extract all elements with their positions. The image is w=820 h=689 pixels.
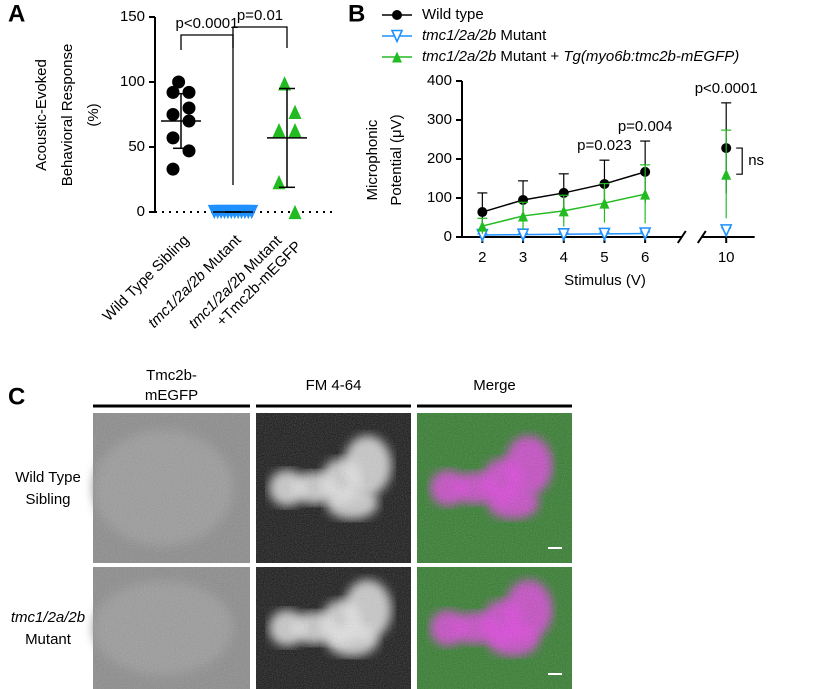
x-tick-label: 10 (718, 249, 735, 266)
axis-break (676, 230, 687, 244)
panel-label: C (8, 383, 25, 410)
marker (518, 210, 529, 222)
image-noise (256, 413, 411, 563)
column-header: FM 4-64 (306, 377, 362, 394)
column-header: mEGFP (145, 387, 198, 404)
image-noise (417, 413, 572, 563)
micrograph (417, 567, 572, 689)
image-noise (93, 413, 250, 563)
x-tick-label: 3 (519, 249, 527, 266)
panel-label: B (348, 0, 365, 27)
marker (166, 108, 180, 121)
y-tick-label: 300 (427, 111, 452, 128)
y-tick-label: 100 (120, 73, 145, 90)
marker (288, 122, 302, 138)
category-label-group: Wild Type Sibling (99, 232, 192, 325)
legend-label: tmc1/2a/2b Mutant (422, 27, 547, 44)
marker (166, 131, 180, 145)
micrograph (417, 413, 572, 563)
marker (392, 10, 402, 20)
marker (640, 188, 651, 200)
y-tick-label: 200 (427, 150, 452, 167)
p-value: p<0.0001 (695, 80, 758, 97)
y-tick-label: 400 (427, 72, 452, 89)
category-label-group: tmc1/2a/2b Mutant+Tmc2b-mEGFP (185, 225, 305, 345)
y-axis-label: Acoustic-Evoked (33, 59, 50, 171)
significance-bracket (180, 34, 234, 185)
y-tick-label: 100 (427, 189, 452, 206)
row-header: Wild Type (15, 469, 81, 486)
panel-label: A (8, 0, 25, 27)
marker (638, 227, 652, 241)
marker (272, 174, 286, 190)
micrograph (256, 567, 411, 689)
x-tick-label: 5 (600, 249, 608, 266)
p-value: p=0.01 (237, 7, 283, 24)
marker (598, 227, 611, 242)
p-value: p=0.023 (577, 137, 632, 154)
image-noise (256, 567, 411, 689)
x-tick-label: tmc1/2a/2b Mutant+Tmc2b-mEGFP (185, 225, 305, 345)
image-noise (417, 567, 572, 689)
marker (182, 101, 196, 115)
p-value: p=0.004 (618, 118, 673, 135)
marker (392, 51, 402, 63)
row-header: Sibling (25, 491, 70, 508)
row-header: tmc1/2a/2b (11, 609, 85, 626)
x-tick-label: 4 (560, 249, 568, 266)
marker (477, 220, 488, 232)
marker (288, 204, 302, 220)
image-noise (93, 567, 250, 689)
marker (288, 104, 302, 120)
legend-label: tmc1/2a/2b Mutant + Tg(myo6b:tmc2b-mEGFP… (422, 48, 739, 65)
marker (390, 29, 404, 44)
legend-label: Wild type (422, 6, 484, 23)
micrograph (93, 567, 250, 689)
y-tick-label: 0 (444, 228, 452, 245)
y-axis-label: Behavioral Response (59, 44, 76, 187)
marker (558, 205, 569, 217)
y-axis-label: (%) (85, 103, 102, 126)
ns-label: ns (748, 152, 764, 169)
row-header: Mutant (25, 631, 72, 648)
axis-break (696, 230, 707, 244)
p-value: p<0.0001 (176, 15, 239, 32)
column-header: Tmc2b- (146, 367, 197, 384)
y-tick-label: 50 (128, 138, 145, 155)
marker (477, 207, 488, 218)
x-tick-label: Wild Type Sibling (99, 232, 192, 325)
marker (182, 85, 196, 99)
marker (719, 224, 733, 238)
marker (166, 85, 180, 99)
marker (721, 168, 732, 180)
y-axis-label: Potential (μV) (388, 114, 405, 205)
micrograph (256, 413, 411, 563)
marker (182, 144, 196, 158)
micrograph (93, 413, 250, 563)
ns-bracket (736, 147, 743, 175)
marker (557, 227, 570, 242)
marker (166, 162, 180, 176)
y-tick-label: 0 (137, 203, 145, 220)
x-axis-label: Stimulus (V) (564, 272, 646, 289)
column-header: Merge (473, 377, 516, 394)
y-tick-label: 150 (120, 8, 145, 25)
x-tick-label: 2 (478, 249, 486, 266)
marker (599, 197, 610, 209)
y-axis-label: Microphonic (364, 119, 381, 200)
marker (272, 122, 286, 138)
x-tick-label: 6 (641, 249, 649, 266)
marker (278, 76, 292, 91)
marker (172, 75, 186, 89)
significance-bracket (232, 26, 288, 48)
